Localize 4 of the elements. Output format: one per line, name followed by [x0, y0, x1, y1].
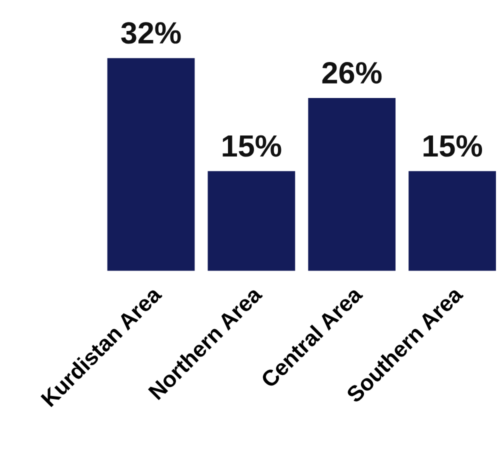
data-label: 32% — [121, 22, 181, 44]
data-label: 15% — [222, 135, 282, 157]
data-label: 15% — [424, 135, 482, 157]
data-label: 26% — [322, 62, 382, 84]
